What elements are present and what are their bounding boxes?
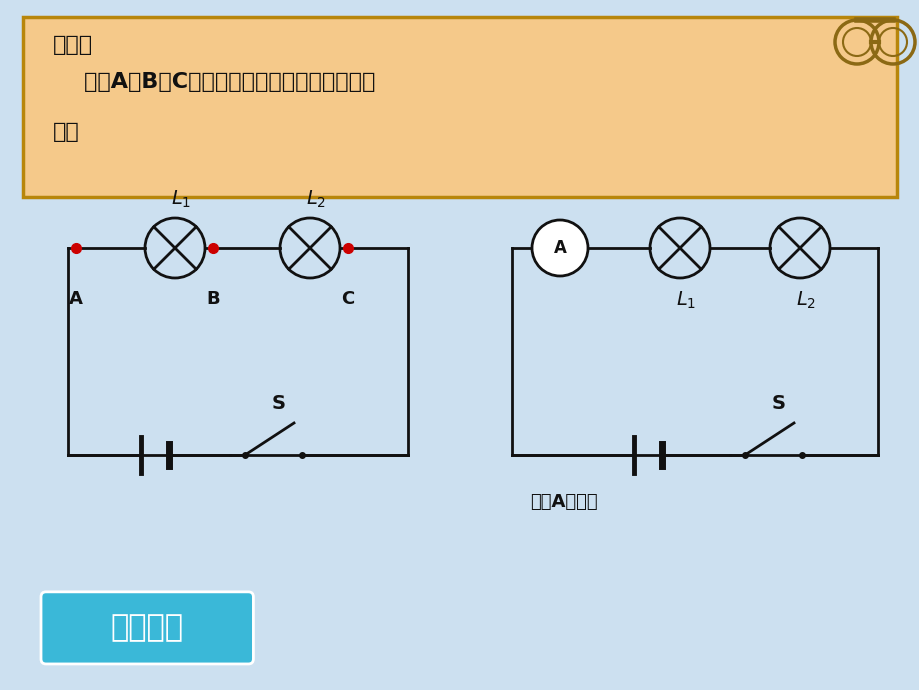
Text: 猜想：: 猜想： bbox=[53, 35, 93, 55]
Text: A: A bbox=[69, 290, 83, 308]
Text: S: S bbox=[271, 394, 285, 413]
Text: $L_2$: $L_2$ bbox=[306, 188, 325, 210]
Text: $L_1$: $L_1$ bbox=[675, 290, 696, 311]
Text: S: S bbox=[771, 394, 785, 413]
Text: 流过A、B、C各点的电流大小可能存在什么关: 流过A、B、C各点的电流大小可能存在什么关 bbox=[53, 72, 375, 92]
Circle shape bbox=[531, 220, 587, 276]
FancyBboxPatch shape bbox=[23, 17, 896, 197]
Text: B: B bbox=[206, 290, 220, 308]
Text: C: C bbox=[341, 290, 354, 308]
Text: 探究1：串联电路的电流规律: 探究1：串联电路的电流规律 bbox=[40, 133, 226, 157]
Text: $L_1$: $L_1$ bbox=[171, 188, 191, 210]
Text: A: A bbox=[553, 239, 566, 257]
Text: 实验探究: 实验探究 bbox=[110, 613, 184, 642]
FancyBboxPatch shape bbox=[41, 592, 253, 664]
Text: $L_2$: $L_2$ bbox=[795, 290, 815, 311]
Text: 系？: 系？ bbox=[53, 122, 80, 142]
Text: 测量A点电流: 测量A点电流 bbox=[529, 493, 597, 511]
